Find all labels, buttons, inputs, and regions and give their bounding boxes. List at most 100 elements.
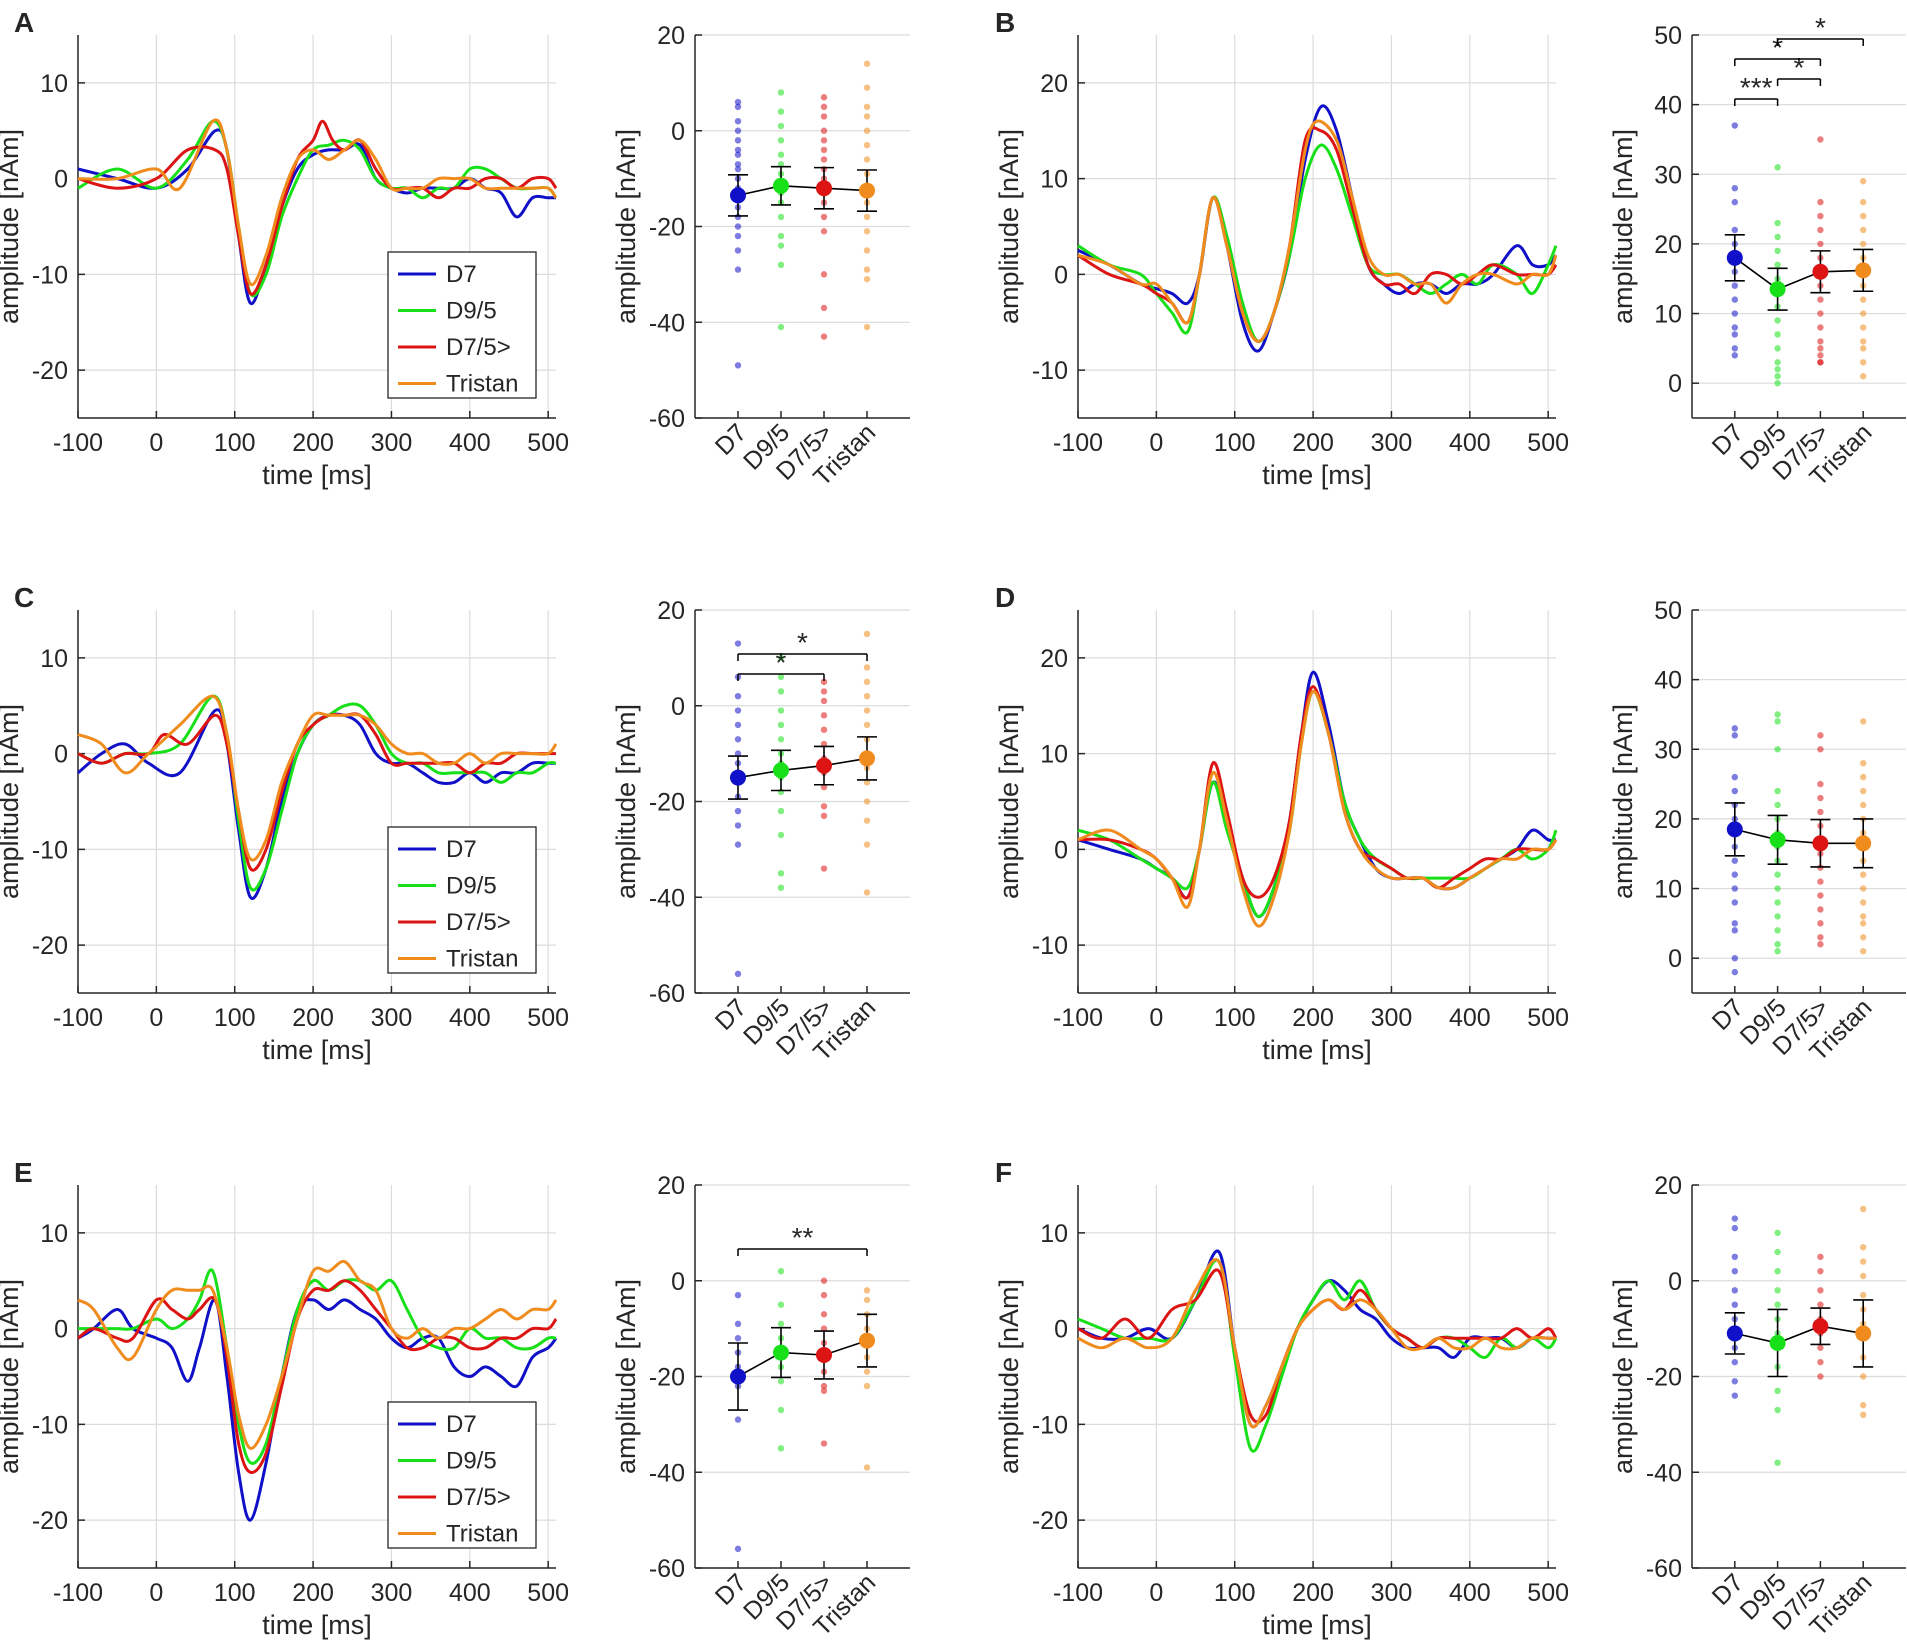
data-point-tristan [1860, 1205, 1867, 1213]
data-point-d7 [734, 736, 742, 743]
data-point-d9-5 [777, 323, 785, 331]
y-tick-label: 0 [1668, 945, 1682, 973]
series-line-d9-5 [1077, 143, 1558, 343]
mean-marker-d9-5 [1769, 831, 1786, 848]
data-point-tristan [863, 1464, 871, 1471]
y-tick-label: -60 [649, 1555, 685, 1583]
data-point-d9-5 [777, 261, 785, 268]
mean-line [1734, 257, 1864, 291]
mean-marker-d7 [1726, 821, 1743, 838]
data-point-d7 [734, 247, 742, 254]
data-point-d9-5 [777, 122, 785, 130]
x-tick-label: 500 [1527, 1004, 1569, 1032]
data-point-tristan [863, 323, 871, 331]
mean-marker-d9-5 [1769, 1334, 1786, 1351]
y-axis-label: amplitude [nAm] [1608, 704, 1638, 899]
data-point-d7-5 [1817, 920, 1824, 927]
y-tick-label: 40 [1654, 92, 1682, 120]
data-point-d7-5 [1817, 794, 1824, 802]
y-tick-label: 10 [1040, 166, 1068, 194]
x-tick-label: -100 [53, 429, 103, 457]
data-point-d7 [1731, 899, 1739, 906]
data-point-tristan [863, 630, 871, 638]
data-point-d7 [1731, 968, 1739, 976]
x-tick-label: 0 [149, 1004, 163, 1032]
y-tick-label: -20 [1646, 1364, 1682, 1392]
legend: D7 D9/5 D7/5> Tristan [387, 1401, 537, 1549]
x-tick-label: 100 [1214, 1004, 1256, 1032]
data-point-d7-5 [1817, 1358, 1824, 1366]
data-point-d9-5 [777, 232, 785, 240]
data-point-d9-5 [777, 831, 785, 839]
data-point-d7-5 [820, 1440, 828, 1447]
data-point-d7 [734, 151, 742, 158]
mean-marker-d7-5 [816, 180, 832, 197]
y-tick-label: -20 [649, 789, 685, 817]
data-point-tristan [863, 817, 871, 824]
data-point-tristan [863, 127, 871, 134]
data-point-d9-5 [1774, 1287, 1781, 1294]
data-point-tristan [1860, 1244, 1867, 1251]
legend-label-d7-5: D7/5> [446, 909, 511, 936]
data-point-d7-5 [820, 1387, 828, 1395]
data-point-d7 [1731, 1301, 1739, 1308]
mean-line [1734, 1325, 1864, 1344]
significance-label: * [797, 627, 808, 658]
data-point-d9-5 [1774, 345, 1781, 352]
mean-marker-d7-5 [1812, 263, 1829, 280]
data-point-d7 [1731, 1224, 1739, 1232]
data-point-d7 [734, 841, 742, 848]
data-point-d9-5 [1774, 941, 1781, 948]
y-tick-label: 0 [1054, 1316, 1068, 1344]
data-point-d7 [1731, 871, 1739, 878]
y-tick-label: -20 [1032, 1507, 1068, 1535]
data-point-d9-5 [777, 242, 785, 249]
y-tick-label: -10 [1032, 1411, 1068, 1439]
y-tick-label: 10 [40, 645, 68, 673]
data-point-d7-5 [820, 1311, 828, 1318]
data-point-d9-5 [1774, 359, 1781, 366]
series-group [1077, 670, 1558, 928]
mean-marker-d7-5 [816, 1346, 832, 1363]
y-tick-label: 10 [1040, 1220, 1068, 1248]
panel-label: E [14, 1157, 33, 1188]
data-point-d7 [734, 1291, 742, 1299]
x-tick-label: 400 [1449, 429, 1491, 457]
data-point-d7 [1731, 185, 1739, 192]
data-point-d9-5 [777, 1320, 785, 1328]
x-tick-label: 0 [1149, 429, 1163, 457]
series-line-d7-5 [1077, 126, 1558, 343]
data-point-tristan [1860, 934, 1867, 941]
data-point-d9-5 [1774, 331, 1781, 338]
significance-label: * [1815, 12, 1826, 43]
y-tick-label: 10 [40, 1220, 68, 1248]
y-axis-label: amplitude [nAm] [994, 129, 1024, 324]
y-tick-label: 20 [657, 22, 685, 50]
legend-label-d7-5: D7/5> [446, 1484, 511, 1511]
data-point-tristan [1860, 948, 1867, 955]
data-point-d7-5 [820, 1291, 828, 1299]
y-tick-label: -40 [1646, 1459, 1682, 1487]
x-tick-label: 400 [449, 429, 491, 457]
data-point-d7-5 [820, 812, 828, 820]
data-point-d7 [1731, 732, 1739, 739]
data-point-d9-5 [777, 213, 785, 221]
data-point-d7-5 [820, 304, 828, 312]
data-point-d7 [1731, 1267, 1739, 1275]
data-point-tristan [863, 141, 871, 149]
x-tick-label: 0 [1149, 1579, 1163, 1607]
data-point-tristan [1860, 359, 1867, 366]
data-point-d7-5 [820, 1382, 828, 1390]
data-point-d9-5 [777, 870, 785, 877]
data-point-d7 [734, 103, 742, 111]
y-axis-label: amplitude [nAm] [0, 704, 24, 899]
x-tick-label: 300 [1371, 429, 1413, 457]
data-point-d7-5 [820, 271, 828, 278]
x-tick-label: 200 [292, 1004, 334, 1032]
y-tick-label: -40 [649, 309, 685, 337]
data-point-d7 [1731, 331, 1739, 338]
